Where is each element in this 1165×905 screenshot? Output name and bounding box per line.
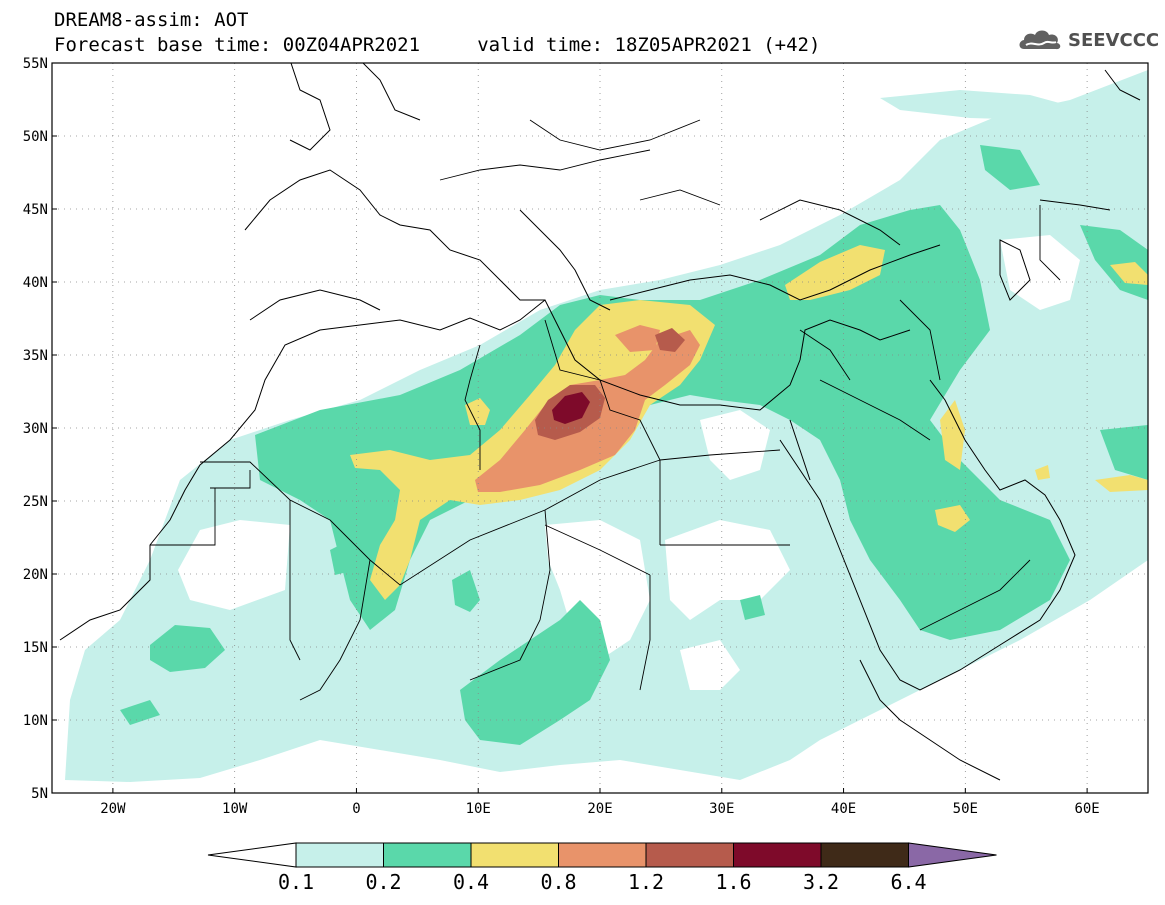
colorbar-swatch [558,842,647,868]
lon-tick-label: 10E [466,801,491,817]
lat-tick-label: 30N [23,421,48,437]
colorbar-swatch [383,842,472,868]
aot-field [65,70,1148,782]
colorbar-label: 6.4 [890,870,926,894]
lat-tick-label: 25N [23,494,48,510]
lon-tick-label: 40E [831,801,856,817]
colorbar-swatch [645,842,734,868]
colorbar-label: 1.6 [715,870,751,894]
colorbar-swatch [470,842,559,868]
forecast-times: Forecast base time: 00Z04APR2021 valid t… [54,34,821,56]
lon-tick-label: 60E [1074,801,1099,817]
seevccc-logo: SEEVCCC [1016,25,1159,55]
colorbar-swatch [820,842,909,868]
colorbar-label: 1.2 [628,870,664,894]
map-title: DREAM8-assim: AOT [54,9,249,31]
lat-tick-label: 15N [23,640,48,656]
longitude-labels: 20W 10W 0 10E 20E 30E 40E 50E 60E [100,788,1100,817]
colorbar-swatch [733,842,822,868]
lat-tick-label: 50N [23,129,48,145]
colorbar-label: 0.8 [540,870,576,894]
lon-tick-label: 20W [100,801,126,817]
lat-tick-label: 5N [31,786,48,802]
colorbar-label: 0.4 [453,870,489,894]
colorbar-label: 0.2 [365,870,401,894]
lon-tick-label: 50E [953,801,978,817]
colorbar-swatch [295,842,384,868]
colorbar-label: 0.1 [278,870,314,894]
colorbar-under-triangle [207,842,297,868]
lon-tick-label: 30E [709,801,734,817]
coastlines-borders [59,63,1141,781]
lat-tick-label: 55N [23,56,48,72]
colorbar-label: 3.2 [803,870,839,894]
aot-level-0.2 [120,145,1148,745]
lon-tick-label: 10W [222,801,248,817]
lat-tick-label: 20N [23,567,48,583]
colorbar-over-triangle [908,842,997,868]
logo-text: SEEVCCC [1068,30,1160,51]
aot-level-1.6 [552,392,590,424]
political-borders [150,119,1111,701]
lat-tick-label: 40N [23,275,48,291]
colorbar: 0.1 0.2 0.4 0.8 1.2 1.6 3.2 6.4 [207,842,997,894]
lat-tick-label: 45N [23,202,48,218]
lon-tick-label: 20E [587,801,612,817]
cloud-icon [1019,30,1061,50]
lon-tick-label: 0 [352,801,360,817]
latitude-labels: 55N 50N 45N 40N 35N 30N 25N 20N 15N 10N 5N [23,56,57,802]
lat-tick-label: 35N [23,348,48,364]
lat-tick-label: 10N [23,713,48,729]
